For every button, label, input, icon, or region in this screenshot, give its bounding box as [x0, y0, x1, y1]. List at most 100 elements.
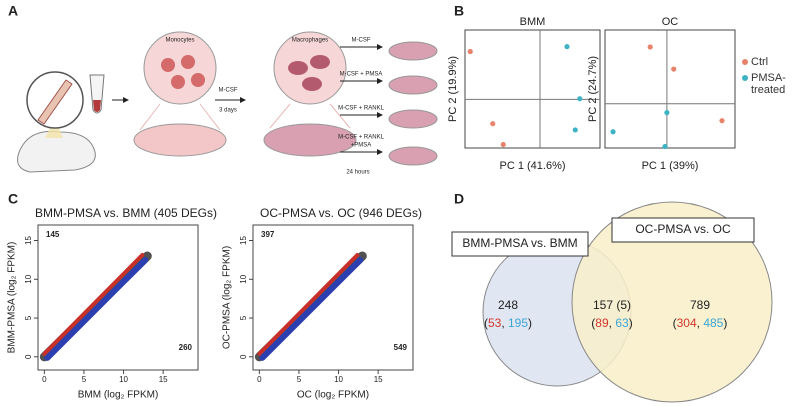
plot-frame	[464, 29, 601, 149]
cell	[302, 77, 322, 91]
mouse	[17, 130, 96, 173]
cell	[171, 75, 185, 89]
punctuation: ,	[697, 316, 704, 330]
diagram: Monocytes M-CSF 3 days Macrophages M-CSF…	[17, 31, 438, 176]
dish	[388, 109, 438, 129]
region-count: 248	[498, 298, 518, 312]
chart-title: OC	[662, 16, 679, 28]
x-tick-label: 10	[119, 375, 128, 384]
region-split: (304, 485)	[673, 316, 728, 330]
legend-item: Ctrl	[742, 56, 794, 68]
y-axis-label: PC 2 (19.9%)	[447, 56, 459, 122]
x-axis-label: PC 1 (39%)	[642, 160, 699, 172]
condition-label: M-CSF	[352, 38, 371, 44]
zoom-line	[269, 103, 351, 129]
chart-title: BMM	[520, 16, 546, 28]
panel-label: B	[454, 3, 464, 19]
y-tick-label: 15	[239, 236, 248, 245]
point	[577, 96, 583, 102]
condition-label: M-CSF + RANKL	[338, 135, 385, 141]
legend-label: PMSA-treated	[751, 72, 786, 96]
y-axis-label: BMM-PMSA (log₂ FPKM)	[7, 242, 18, 354]
point	[500, 141, 506, 148]
point	[662, 143, 668, 150]
down-count: 549	[394, 343, 408, 352]
set-label-box	[611, 217, 755, 243]
panel-label: C	[8, 191, 18, 207]
x-tick-label: 15	[374, 375, 383, 384]
y-tick-label: 10	[24, 274, 33, 283]
dish	[388, 75, 438, 95]
dish	[263, 123, 357, 157]
region-value: 63	[615, 316, 629, 330]
time-label: 24 hours	[346, 170, 369, 176]
plot-frame	[37, 224, 199, 371]
y-axis-label: OC-PMSA (log₂ FPKM)	[222, 246, 233, 349]
cloud-red	[42, 253, 145, 356]
set-label-box	[451, 231, 589, 257]
condition-label: +PMSA	[351, 143, 372, 149]
x-tick-label: 5	[297, 375, 302, 384]
up-count: 397	[261, 230, 275, 239]
label: Macrophages	[292, 38, 328, 44]
condition-label: M-CSF + PMSA	[340, 72, 383, 78]
cloud-blue	[259, 257, 364, 361]
cloud-blue	[44, 257, 149, 361]
region-value: 53	[488, 316, 502, 330]
region-count: 789	[690, 298, 710, 312]
cell	[181, 55, 195, 69]
point	[572, 127, 578, 133]
cell	[161, 58, 175, 72]
x-axis-label: PC 1 (41.6%)	[499, 160, 565, 172]
region-value: 304	[677, 316, 697, 330]
y-tick-label: 5	[239, 315, 248, 320]
region-value: 195	[508, 316, 528, 330]
dish	[133, 123, 227, 157]
point	[671, 66, 677, 72]
punctuation: )	[629, 316, 633, 330]
x-tick-label: 15	[159, 375, 168, 384]
plot-frame	[252, 224, 414, 371]
punctuation: ,	[501, 316, 508, 330]
punctuation: )	[528, 316, 532, 330]
region-value: 485	[703, 316, 723, 330]
legend-box: Ctrl PMSA-treated	[742, 56, 794, 96]
x-axis-label: OC (log₂ FPKM)	[297, 390, 369, 401]
set-label: OC-PMSA vs. OC	[635, 222, 731, 236]
dish	[388, 146, 438, 166]
y-tick-label: 5	[24, 315, 33, 320]
label: Monocytes	[165, 38, 194, 44]
region-split: (89, 63)	[591, 316, 632, 330]
point	[664, 110, 670, 116]
zoom-line	[139, 103, 221, 131]
tube-sample	[93, 100, 101, 112]
x-axis-label: BMM (log₂ FPKM)	[78, 390, 159, 401]
point	[467, 48, 473, 55]
y-tick-label: 10	[239, 274, 248, 283]
set-circle	[571, 201, 773, 403]
cloud-red	[257, 253, 360, 356]
legend: Ctrl PMSA-treated	[742, 56, 794, 96]
bone	[37, 79, 73, 125]
punctuation: (	[484, 316, 488, 330]
y-tick-label: 0	[24, 354, 33, 359]
region-count: 157 (5)	[593, 298, 631, 312]
label: M-CSF	[219, 88, 238, 94]
y-tick-label: 0	[239, 354, 248, 359]
punctuation: ,	[609, 316, 616, 330]
point	[564, 44, 570, 50]
point	[719, 118, 725, 124]
x-tick-label: 10	[334, 375, 343, 384]
legend-label: Ctrl	[751, 56, 769, 68]
legend-swatch	[742, 75, 748, 81]
panel-label: D	[454, 191, 464, 207]
x-tick-label: 0	[42, 375, 47, 384]
down-count: 260	[179, 343, 193, 352]
punctuation: (	[591, 316, 595, 330]
legend-item: PMSA-treated	[742, 72, 794, 96]
up-count: 145	[46, 230, 60, 239]
region-value: 89	[595, 316, 609, 330]
zoom-macrophages	[273, 31, 347, 105]
label: 3 days	[219, 108, 237, 114]
